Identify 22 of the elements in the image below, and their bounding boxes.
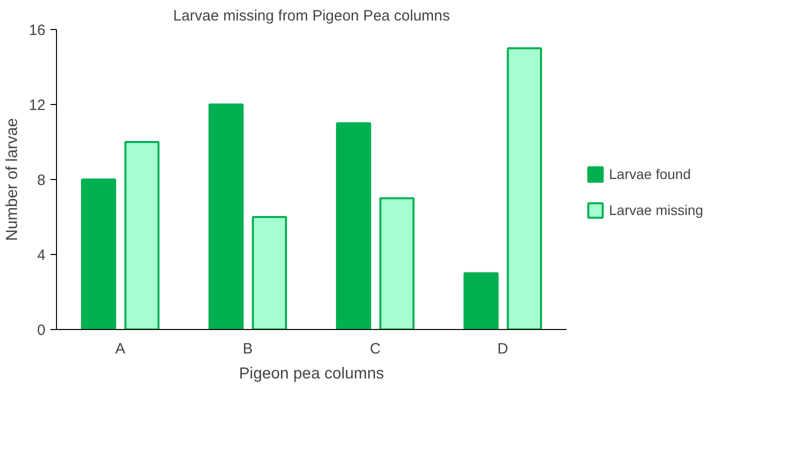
legend-label: Larvae missing — [609, 202, 704, 218]
y-tick-label: 4 — [37, 247, 46, 264]
bar — [124, 141, 160, 330]
legend-label: Larvae found — [609, 166, 691, 182]
y-tick-label: 16 — [28, 22, 46, 39]
bar — [208, 104, 244, 330]
y-tick-label: 12 — [28, 97, 46, 114]
x-tick-label: D — [497, 340, 508, 358]
bar — [252, 216, 287, 330]
x-tick-label: A — [115, 340, 126, 358]
y-axis-title: Number of larvae — [4, 118, 21, 241]
x-axis-title: Pigeon pea columns — [239, 366, 384, 382]
bar — [81, 178, 116, 330]
bar — [506, 47, 542, 330]
x-tick-label: B — [242, 340, 253, 358]
bar — [336, 122, 372, 330]
y-tick-label: 0 — [37, 322, 46, 339]
chart-title: Larvae missing from Pigeon Pea columns — [173, 8, 450, 24]
y-tick-label: 8 — [37, 172, 46, 189]
x-tick-label: C — [370, 340, 381, 358]
bar — [379, 197, 414, 330]
bar — [464, 272, 499, 330]
